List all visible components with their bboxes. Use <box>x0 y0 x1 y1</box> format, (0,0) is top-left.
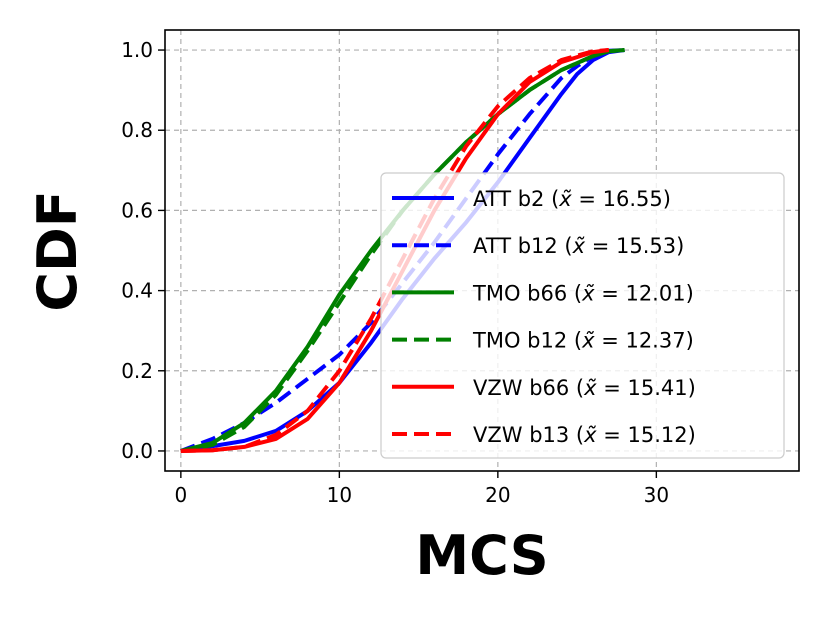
legend-label: VZW b66 (x̃ = 15.41) <box>473 376 696 400</box>
y-axis-title: CDF <box>26 190 89 311</box>
legend-series-name: TMO b12 ( <box>472 329 582 353</box>
legend-label: TMO b66 (x̃ = 12.01) <box>472 281 694 305</box>
y-tick-label: 0.8 <box>121 118 153 142</box>
legend-median-symbol: x̃ <box>581 281 595 305</box>
x-axis-title: MCS <box>415 524 548 587</box>
x-tick-label: 30 <box>644 483 669 507</box>
legend-label: VZW b13 (x̃ = 15.12) <box>473 423 696 447</box>
y-tick-label: 0.6 <box>121 198 153 222</box>
legend: ATT b2 (x̃ = 16.55)ATT b12 (x̃ = 15.53)T… <box>380 172 785 459</box>
legend-median-value: = 15.53) <box>585 234 684 258</box>
legend-median-symbol: x̃ <box>583 376 597 400</box>
y-tick-label: 0.0 <box>121 439 153 463</box>
legend-median-symbol: x̃ <box>572 234 586 258</box>
legend-series-name: ATT b2 ( <box>473 187 559 211</box>
x-tick-label: 0 <box>174 483 187 507</box>
legend-median-value: = 15.12) <box>597 423 696 447</box>
y-tick-label: 1.0 <box>121 38 153 62</box>
legend-median-value: = 12.37) <box>595 329 694 353</box>
legend-box <box>380 172 785 459</box>
legend-series-name: TMO b66 ( <box>472 281 582 305</box>
legend-median-value: = 12.01) <box>595 281 694 305</box>
legend-median-symbol: x̃ <box>581 329 595 353</box>
y-tick-label: 0.2 <box>121 359 153 383</box>
legend-label: ATT b2 (x̃ = 16.55) <box>473 187 671 211</box>
x-tick-label: 20 <box>485 483 510 507</box>
legend-series-name: VZW b13 ( <box>473 423 584 447</box>
axis-ticks: 0 10 20 30 0.0 0.2 0.4 0.6 0.8 1.0 <box>121 38 669 507</box>
y-tick-label: 0.4 <box>121 279 153 303</box>
legend-label: TMO b12 (x̃ = 12.37) <box>472 329 694 353</box>
x-tick-label: 10 <box>327 483 352 507</box>
legend-series-name: ATT b12 ( <box>473 234 573 258</box>
legend-median-value: = 16.55) <box>572 187 671 211</box>
legend-median-symbol: x̃ <box>583 423 597 447</box>
legend-median-symbol: x̃ <box>558 187 572 211</box>
plot-frame <box>164 29 800 472</box>
legend-median-value: = 15.41) <box>597 376 696 400</box>
legend-label: ATT b12 (x̃ = 15.53) <box>473 234 684 258</box>
legend-series-name: VZW b66 ( <box>473 376 584 400</box>
